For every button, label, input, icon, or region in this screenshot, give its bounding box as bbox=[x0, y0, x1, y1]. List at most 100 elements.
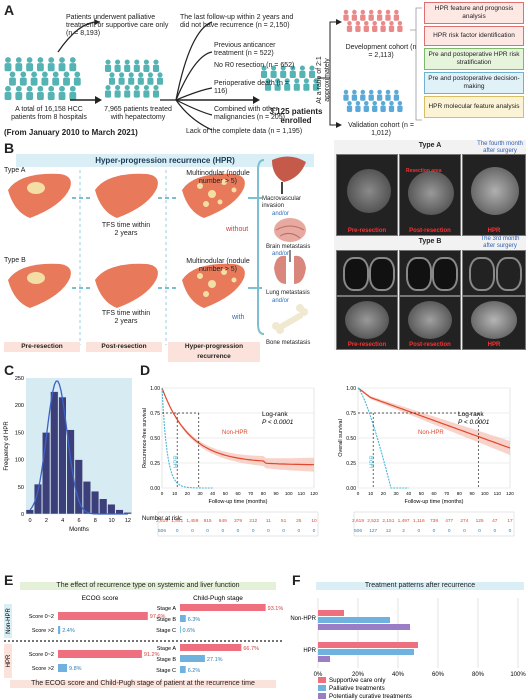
ecog-bar bbox=[58, 626, 61, 634]
x-tick-label: 4 bbox=[61, 518, 64, 524]
ecog-value: 9.8% bbox=[69, 666, 82, 672]
x-tick-label: 20% bbox=[352, 672, 365, 678]
x-tick-label: 80 bbox=[261, 491, 267, 496]
ecog-bar bbox=[58, 612, 148, 620]
risk-nonhpr-value: 2,522 bbox=[367, 518, 379, 524]
ct-image-post-b: Post-resection bbox=[399, 296, 461, 350]
risk-hpr-value: 127 bbox=[369, 528, 377, 534]
x-tick-label: 90 bbox=[273, 491, 279, 496]
x-tick-label: 60 bbox=[431, 491, 437, 496]
liver-icon-pre-a bbox=[8, 173, 71, 218]
liver-icon-hpr-a bbox=[182, 173, 245, 218]
x-tick-label: 40 bbox=[210, 491, 216, 496]
ct-label-pre-a: Pre-resection bbox=[347, 228, 387, 234]
hpr-curve bbox=[161, 387, 213, 489]
ecog-row-label: Score 0~2 bbox=[29, 614, 54, 620]
ct-resection-area-label: Resection area bbox=[406, 168, 442, 174]
people-icon-dev bbox=[343, 9, 403, 32]
y-tick-label: 50 bbox=[18, 485, 24, 491]
x-tick-label: 0 bbox=[357, 491, 360, 496]
liver-icon-post-b bbox=[95, 263, 158, 308]
hist-bar bbox=[50, 391, 59, 515]
bone-met-label: Bone metastasis bbox=[266, 340, 311, 346]
exclusion-previous: Previous anticancer treatment (n = 522) bbox=[214, 42, 276, 57]
ecog-childpugh-chart: ECOG score Child-Pugh stage Non-HPR HPR Scor… bbox=[4, 595, 284, 678]
brain-met-label: Brain metastasis bbox=[266, 244, 311, 250]
risk-nonhpr-value: 915 bbox=[204, 518, 212, 524]
logrank-label: Log-rank bbox=[262, 411, 288, 418]
x-tick-label: 0 bbox=[29, 518, 32, 524]
x-axis-label: Months bbox=[69, 527, 89, 533]
x-tick-label: 120 bbox=[506, 491, 514, 496]
risk-nonhpr-value: 379 bbox=[234, 518, 242, 524]
legend-swatch bbox=[318, 685, 326, 691]
people-icon-crowd-1 bbox=[4, 57, 81, 101]
cp-bar bbox=[180, 666, 186, 673]
x-tick-label: 6 bbox=[77, 518, 80, 524]
y-tick-label: 150 bbox=[15, 430, 24, 436]
y-tick-label: 1.00 bbox=[346, 386, 356, 392]
analysis-box-2: HPR risk factor identification bbox=[424, 26, 524, 46]
cp-bar bbox=[180, 604, 266, 611]
ct-label-post-b: Post-resection bbox=[409, 342, 451, 348]
with-label: with bbox=[232, 314, 245, 321]
treatment-bar bbox=[318, 617, 390, 623]
y-tick-label: 100 bbox=[15, 458, 24, 464]
hepatectomy-text: 7,965 patients treated with hepatectomy bbox=[104, 106, 172, 121]
y-tick-label: 0 bbox=[21, 512, 24, 518]
cp-value: 6.3% bbox=[188, 617, 201, 623]
ecog-row-label: Score >2 bbox=[32, 666, 54, 672]
ct-lung-hpr bbox=[462, 250, 526, 296]
risk-hpr-value: 0 bbox=[478, 528, 481, 534]
survival-curves: 0.000.250.500.751.000 10 20 30 40 50 60 70 80 90 1… bbox=[142, 386, 514, 537]
y-tick-label: 0.00 bbox=[150, 486, 160, 492]
risk-hpr-value: 0 bbox=[463, 528, 466, 534]
exclusion-death: Perioperative death (n = 116) bbox=[214, 80, 289, 95]
cp-bar bbox=[180, 644, 242, 651]
ct-image-pre-a: Pre-resection bbox=[336, 154, 398, 236]
y-tick-label: 1.00 bbox=[150, 386, 160, 392]
type-b-label: Type B bbox=[4, 257, 26, 264]
x-tick-label: 10 bbox=[368, 491, 374, 496]
hist-bar bbox=[90, 490, 100, 515]
category-label: HPR bbox=[303, 648, 316, 654]
cp-value: 66.7% bbox=[243, 646, 259, 652]
risk-hpr-value: 506 bbox=[354, 528, 362, 534]
cp-row-label: Stage B bbox=[156, 617, 176, 623]
cp-row-label: Stage A bbox=[157, 646, 177, 652]
ecog-row-label: Score 0~2 bbox=[29, 652, 54, 658]
nonhpr-ci-band bbox=[162, 387, 314, 472]
x-tick-label: 100 bbox=[481, 491, 489, 496]
category-label: Non-HPR bbox=[290, 616, 316, 622]
x-tick-label: 110 bbox=[494, 491, 502, 496]
cp-value: 27.1% bbox=[207, 657, 223, 663]
ct-label-hpr-b: HPR bbox=[487, 342, 501, 348]
lung-met-label: Lung metastasis bbox=[266, 290, 310, 296]
x-tick-label: 100 bbox=[285, 491, 293, 496]
y-axis-label: Recurrence-free survival bbox=[142, 408, 148, 468]
legend-label: Supportive care only bbox=[329, 677, 386, 684]
risk-hpr-value: 0 bbox=[206, 528, 209, 534]
brain-icon bbox=[274, 218, 306, 242]
liver-icon-hpr-b bbox=[182, 263, 245, 308]
risk-hpr-value: 0 bbox=[267, 528, 270, 534]
panel-a-label: A bbox=[4, 2, 15, 18]
treatment-pattern-chart: 0% 20% 40% 60% 80% 100% Non-HPR HPR Supportive c… bbox=[290, 598, 526, 700]
hpr-label: HPR bbox=[370, 455, 376, 468]
x-tick-label: 50 bbox=[419, 491, 425, 496]
people-icon-crowd-3 bbox=[260, 65, 320, 91]
period-text: (From January 2010 to March 2021) bbox=[4, 128, 138, 137]
stage-pre-resection: Pre-resection bbox=[4, 342, 80, 352]
x-axis-label: Follow-up time (months) bbox=[209, 499, 268, 505]
ct-type-a-note: The fourth month after surgery bbox=[477, 141, 523, 154]
panel-e-caption: The ECOG score and Child-Pugh stage of p… bbox=[10, 680, 276, 688]
p-value: P < 0.0001 bbox=[262, 419, 294, 426]
x-tick-label: 70 bbox=[248, 491, 254, 496]
treatment-bar bbox=[318, 610, 344, 616]
hpr-frequency-histogram: 0 50 100 150 200 250 0 2 4 6 8 10 12 Months Frequency … bbox=[4, 376, 132, 533]
type-a-label: Type A bbox=[4, 167, 26, 174]
risk-nonhpr-value: 649 bbox=[219, 518, 227, 524]
risk-hpr-value: 506 bbox=[158, 528, 166, 534]
stage-post-resection: Post-resection bbox=[86, 342, 162, 352]
risk-hpr-value: 0 bbox=[417, 528, 420, 534]
